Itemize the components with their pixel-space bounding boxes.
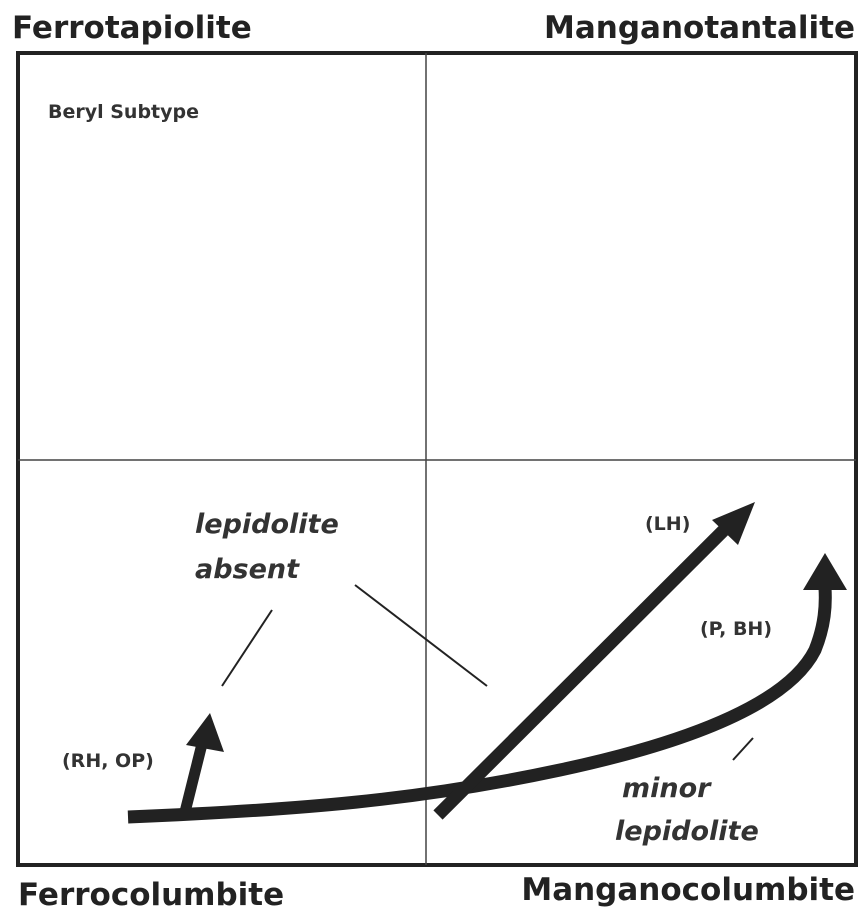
trend-label: (LH) [645, 513, 690, 535]
annotation: lepidolite [615, 816, 759, 847]
subtype-label: Beryl Subtype [48, 101, 199, 123]
annotation: absent [195, 554, 300, 585]
leader-line [221, 609, 273, 687]
corner-label: Manganotantalite [544, 10, 855, 46]
leader-line [732, 737, 754, 761]
trend-short [179, 738, 209, 814]
corner-label: Ferrocolumbite [18, 877, 284, 912]
arrowhead [712, 502, 755, 545]
trend-line [433, 517, 737, 820]
arrowhead [803, 553, 847, 590]
leader-line [354, 584, 488, 687]
corner-label: Ferrotapiolite [12, 10, 252, 46]
trend-label: (RH, OP) [62, 750, 154, 772]
annotation: lepidolite [195, 509, 339, 540]
trend-curve [127, 587, 832, 824]
annotation: minor [622, 773, 712, 804]
corner-label: Manganocolumbite [521, 872, 855, 908]
arrowhead [186, 713, 224, 752]
frame [16, 51, 858, 867]
trend-label: (P, BH) [700, 618, 772, 640]
